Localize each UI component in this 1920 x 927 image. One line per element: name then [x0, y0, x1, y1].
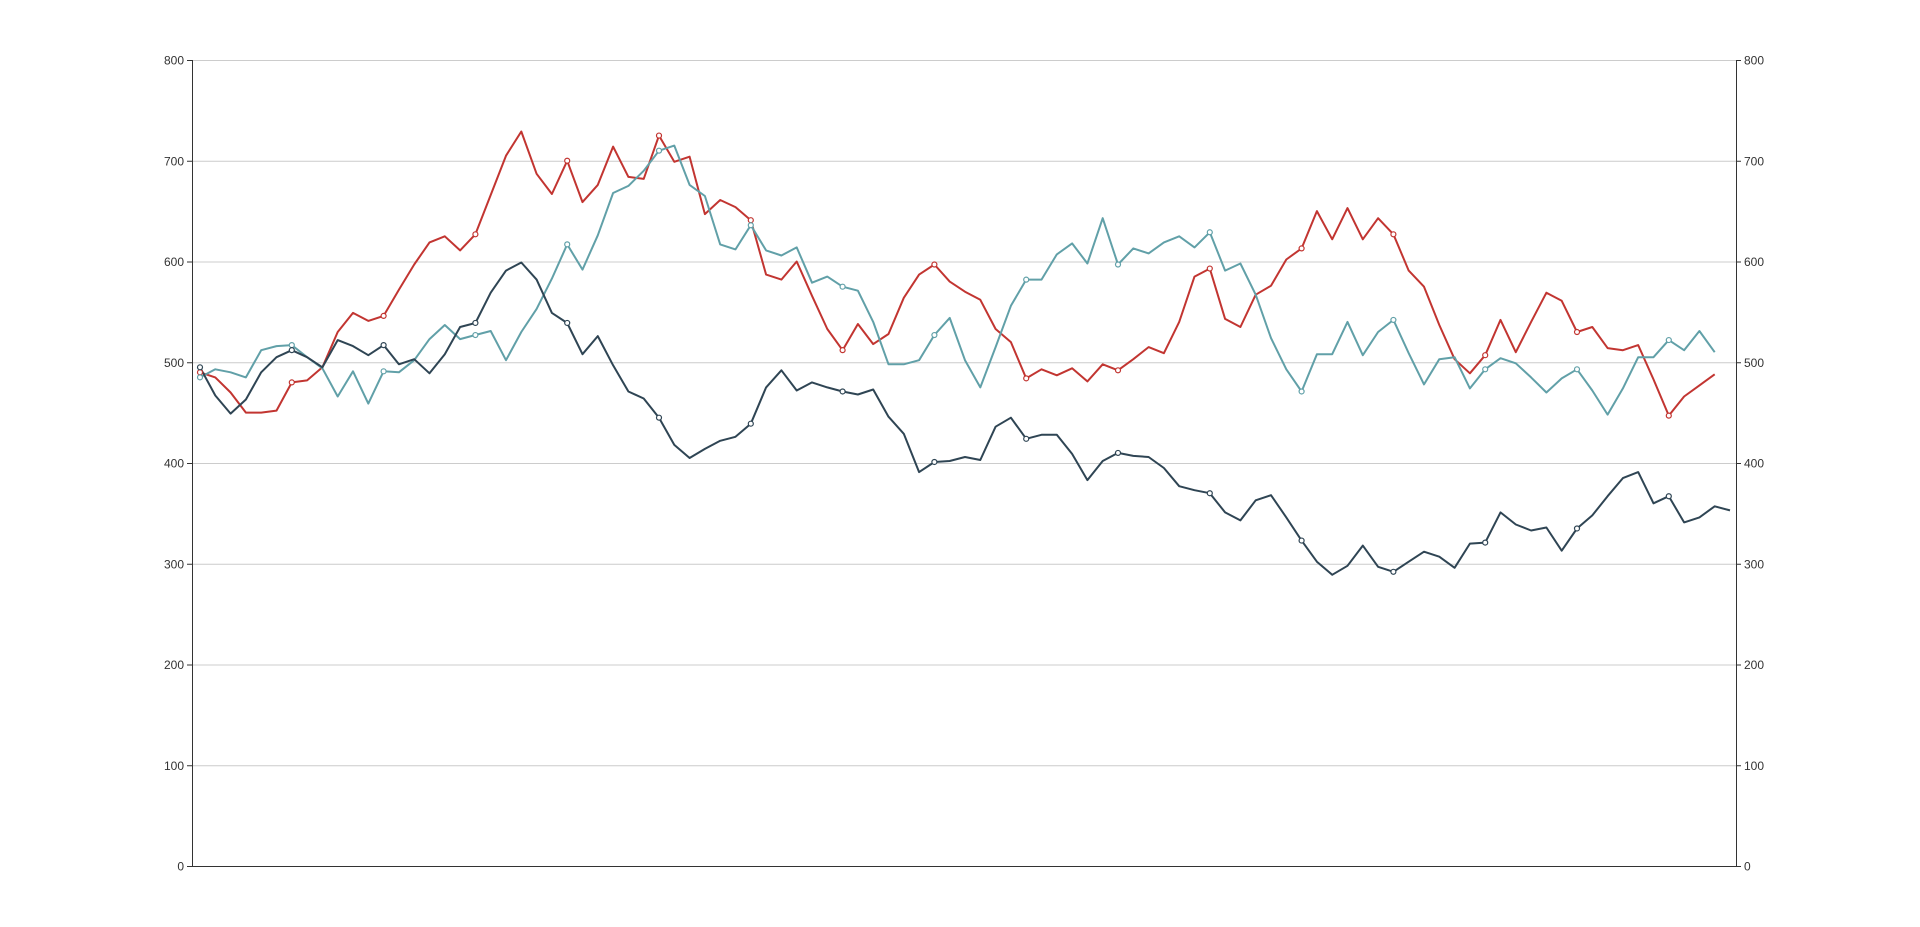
- series-3-point: [931, 458, 938, 466]
- series-3-point: [564, 319, 571, 327]
- series-2-point: [931, 331, 938, 339]
- series-2-point: [839, 283, 846, 290]
- series-2-point: [196, 374, 204, 381]
- right-axis-tick-label: 400: [1744, 457, 1764, 471]
- series-line-2: [199, 144, 1716, 416]
- series-2-point: [380, 368, 387, 375]
- series-1-point: [747, 217, 754, 224]
- right-axis-tick-label: 200: [1744, 658, 1764, 672]
- series-2-point: [1114, 261, 1122, 268]
- series-1-point: [1390, 231, 1397, 238]
- series-lines: [199, 130, 1731, 576]
- series-1-point: [931, 261, 938, 268]
- right-axis-tick-label: 800: [1744, 54, 1764, 68]
- series-2-point: [1390, 316, 1397, 324]
- series-3-point: [839, 388, 846, 395]
- left-axis-tick-label: 600: [164, 255, 184, 269]
- series-2-point: [564, 241, 571, 248]
- series-markers: [196, 132, 1672, 575]
- series-1-point: [564, 157, 571, 164]
- series-3-point: [472, 319, 479, 327]
- series-3-point: [1298, 537, 1305, 544]
- left-axis-tick-label: 800: [164, 54, 184, 68]
- axes: 0 0 100 100 200 200 300 300 400 400 500 500 600 600 70…: [164, 54, 1764, 874]
- series-2-point: [747, 222, 754, 229]
- series-2-point: [1665, 336, 1672, 344]
- right-axis-tick-label: 500: [1744, 356, 1764, 370]
- grid-lines: [192, 60, 1736, 767]
- series-3-point: [288, 347, 295, 354]
- series-1-point: [1482, 352, 1489, 359]
- right-axis-tick-label: 600: [1744, 255, 1764, 269]
- series-line-3: [199, 261, 1731, 576]
- series-3-point: [196, 364, 204, 371]
- left-axis-tick-label: 200: [164, 658, 184, 672]
- series-3-point: [380, 342, 387, 349]
- series-3-point: [1114, 449, 1122, 457]
- series-1-point: [288, 379, 295, 386]
- series-3-point: [747, 420, 754, 427]
- series-1-point: [1573, 328, 1581, 336]
- series-1-point: [655, 132, 663, 139]
- series-1-point: [1206, 265, 1213, 272]
- series-1-point: [472, 231, 479, 238]
- left-axis-tick-label: 100: [164, 759, 184, 773]
- series-3-point: [1206, 490, 1213, 497]
- series-1-point: [1298, 245, 1305, 252]
- series-line-1: [199, 130, 1716, 417]
- series-2-point: [1298, 388, 1305, 395]
- series-2-point: [1023, 276, 1030, 283]
- series-3-point: [1482, 539, 1489, 546]
- left-axis-tick-label: 0: [177, 860, 184, 874]
- series-3-point: [1665, 493, 1672, 500]
- series-3-point: [1023, 435, 1030, 442]
- series-2-point: [1482, 366, 1489, 373]
- series-3-point: [655, 414, 663, 421]
- series-1-point: [1665, 412, 1672, 419]
- series-2-point: [655, 147, 663, 154]
- left-axis-tick-label: 400: [164, 457, 184, 471]
- left-axis-tick-label: 300: [164, 557, 184, 571]
- series-1-point: [196, 369, 204, 376]
- series-2-point: [472, 331, 479, 339]
- left-axis-tick-label: 700: [164, 154, 184, 168]
- right-axis-tick-label: 0: [1744, 860, 1751, 874]
- series-2-point: [1206, 229, 1213, 236]
- series-1-point: [1114, 367, 1122, 374]
- series-2-point: [288, 342, 295, 349]
- series-3-point: [1390, 568, 1397, 575]
- right-axis-tick-label: 300: [1744, 557, 1764, 571]
- right-axis-tick-label: 700: [1744, 154, 1764, 168]
- series-1-point: [839, 347, 846, 354]
- series-1-point: [1023, 375, 1030, 382]
- right-axis-tick-label: 100: [1744, 759, 1764, 773]
- series-3-point: [1573, 525, 1581, 532]
- left-axis-tick-label: 500: [164, 356, 184, 370]
- series-2-point: [1573, 366, 1581, 373]
- series-1-point: [380, 312, 387, 320]
